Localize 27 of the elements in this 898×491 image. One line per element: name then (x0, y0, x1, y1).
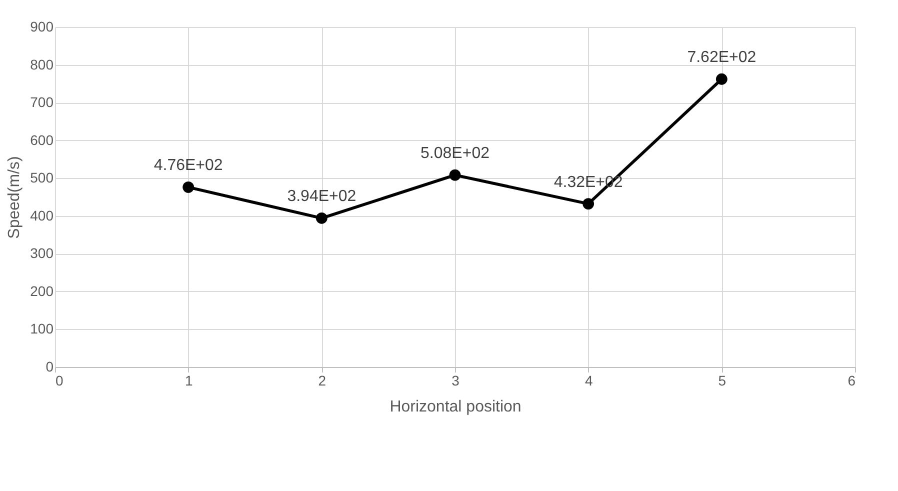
y-tick-label: 200 (30, 282, 54, 299)
y-tick-label: 900 (30, 18, 54, 34)
point (449, 169, 461, 181)
y-tick-label: 0 (46, 358, 54, 374)
x-tick-label: 1 (184, 372, 193, 388)
y-tick-label: 800 (30, 56, 54, 72)
y-tick-label: 700 (30, 94, 54, 110)
y-tick-label: 100 (30, 320, 54, 337)
data-label: 4.76E+02 (154, 157, 223, 174)
y-axis-title: Speed(m/s) (6, 156, 24, 239)
x-tick-label: 5 (718, 372, 726, 388)
point (182, 181, 194, 193)
x-tick-label: 4 (584, 372, 593, 388)
data-label: 5.08E+02 (420, 145, 490, 162)
data-label: 7.62E+02 (687, 49, 756, 66)
x-tick-label: 3 (452, 372, 460, 388)
point (582, 198, 594, 210)
x-tick-label: 2 (318, 372, 326, 388)
x-axis-title: Horizontal position (390, 398, 522, 416)
y-tick-label: 500 (30, 170, 54, 186)
y-tick-label: 300 (30, 245, 54, 262)
y-tick-label: 600 (30, 132, 54, 148)
point (716, 73, 728, 85)
x-tick-label: 6 (848, 372, 856, 388)
point (316, 212, 328, 224)
y-tick-label: 400 (30, 207, 54, 224)
data-label: 3.94E+02 (287, 188, 356, 206)
